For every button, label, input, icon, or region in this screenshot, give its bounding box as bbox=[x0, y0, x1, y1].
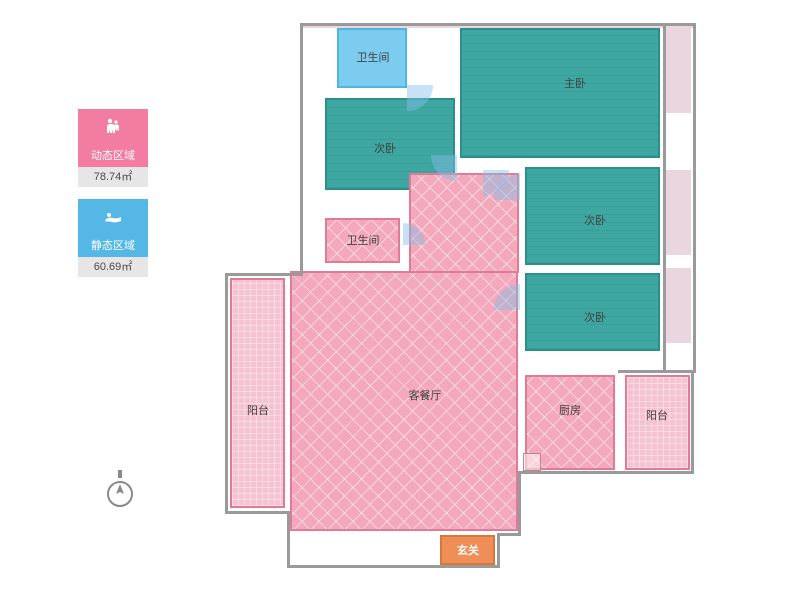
wall bbox=[225, 273, 228, 513]
wall bbox=[518, 471, 693, 474]
compass-icon bbox=[105, 470, 135, 510]
legend-dynamic-label: 动态区域 bbox=[78, 145, 148, 167]
room-label-balcony_left: 阳台 bbox=[247, 402, 269, 418]
wall bbox=[300, 23, 303, 273]
room-label-bath1: 卫生间 bbox=[357, 49, 390, 65]
room-label-bedroom4: 次卧 bbox=[584, 309, 606, 325]
legend-static-value: 60.69㎡ bbox=[78, 257, 148, 277]
legend-static: 静态区域60.69㎡ bbox=[78, 199, 148, 277]
people-icon bbox=[78, 109, 148, 145]
room-balcony_left bbox=[230, 278, 285, 508]
room-label-kitchen: 厨房 bbox=[559, 402, 581, 418]
wall bbox=[693, 23, 696, 373]
room-label-master_bedroom: 主卧 bbox=[564, 75, 586, 91]
wall bbox=[663, 370, 694, 373]
room-label-balcony_right: 阳台 bbox=[646, 407, 668, 423]
room-label-bath2: 卫生间 bbox=[347, 232, 380, 248]
exterior-strip bbox=[663, 170, 691, 255]
room-label-living: 客餐厅 bbox=[409, 387, 442, 403]
wall bbox=[497, 533, 500, 568]
wall bbox=[287, 511, 290, 566]
room-label-entrance: 玄关 bbox=[457, 542, 479, 558]
room-label-bedroom3: 次卧 bbox=[584, 212, 606, 228]
room-living bbox=[290, 271, 518, 531]
kitchen-fixture bbox=[523, 453, 541, 471]
legend-dynamic-value: 78.74㎡ bbox=[78, 167, 148, 187]
floor-plan: 主卧卫生间次卧次卧次卧卫生间客餐厅厨房阳台阳台玄关 bbox=[225, 15, 785, 590]
sleep-icon bbox=[78, 199, 148, 235]
legend-static-label: 静态区域 bbox=[78, 235, 148, 257]
wall bbox=[225, 273, 303, 276]
exterior-strip bbox=[663, 268, 691, 343]
exterior-strip bbox=[663, 28, 691, 113]
wall bbox=[663, 23, 666, 373]
wall bbox=[497, 533, 520, 536]
legend-dynamic: 动态区域78.74㎡ bbox=[78, 109, 148, 187]
wall bbox=[225, 511, 290, 514]
wall bbox=[618, 370, 666, 373]
wall bbox=[300, 23, 695, 26]
wall bbox=[691, 370, 694, 474]
wall bbox=[518, 471, 521, 536]
room-label-bedroom2: 次卧 bbox=[374, 140, 396, 156]
wall bbox=[287, 565, 500, 568]
room-master_bedroom bbox=[460, 28, 660, 158]
